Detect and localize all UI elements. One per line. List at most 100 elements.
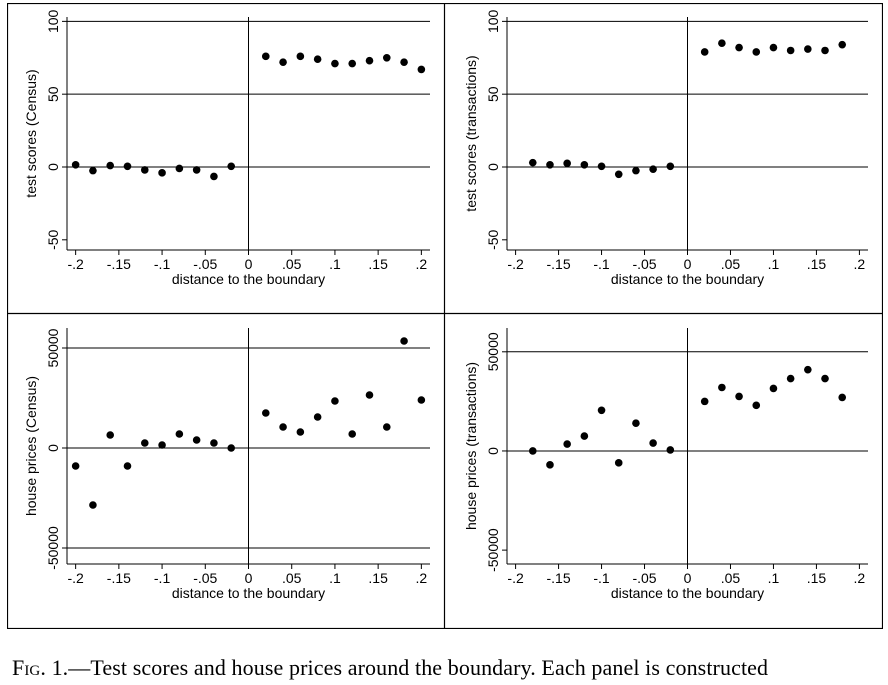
data-point	[227, 444, 236, 452]
data-point	[563, 159, 571, 168]
data-point	[140, 166, 149, 174]
x-tick-label: 0	[245, 256, 253, 272]
data-point	[632, 419, 640, 427]
x-tick-label: -.15	[107, 256, 131, 272]
data-point	[158, 441, 166, 449]
y-tick-label: 100	[485, 9, 501, 33]
x-axis-label: distance to the boundary	[172, 585, 325, 601]
data-point	[123, 462, 132, 470]
x-tick-label: -.2	[507, 570, 524, 586]
data-point	[563, 440, 571, 448]
data-point	[838, 393, 847, 402]
x-tick-label: .1	[329, 570, 341, 586]
y-axis-label: test scores (transactions)	[463, 55, 479, 211]
x-tick-label: -.2	[67, 256, 84, 272]
panel-3: -.2 -.15 -.1 -.05 0 .05 .1 .15 .2 -50000 0 50000 dis…	[23, 328, 430, 601]
figure: -.2 -.15 -.1 -.05 0 .05 .1 .15 .2 -50 0 50 100 distan…	[7, 3, 883, 629]
x-tick-label: -.15	[547, 256, 571, 272]
data-point	[786, 46, 795, 55]
data-point	[365, 56, 374, 65]
data-point	[175, 164, 184, 173]
data-point	[580, 432, 589, 440]
data-point	[71, 161, 80, 169]
data-point	[89, 501, 97, 509]
x-tick-label: .15	[368, 256, 388, 272]
data-point	[735, 392, 743, 401]
x-tick-label: .05	[721, 570, 741, 586]
data-point	[752, 48, 761, 56]
data-point	[71, 462, 80, 470]
data-point	[279, 423, 287, 431]
x-tick-label: .2	[854, 570, 866, 586]
y-tick-label: 100	[45, 9, 61, 33]
data-point	[210, 439, 218, 447]
x-tick-label: -.2	[507, 256, 524, 272]
data-point	[597, 406, 606, 415]
x-tick-label: .05	[282, 570, 302, 586]
x-tick-label: .15	[807, 570, 827, 586]
panel-2: -.2 -.15 -.1 -.05 0 .05 .1 .15 .2 -50 0 50 100 distan…	[463, 9, 868, 287]
data-point	[296, 52, 305, 61]
data-point	[417, 65, 426, 74]
x-axis-label: distance to the boundary	[172, 271, 325, 287]
data-point	[261, 409, 270, 417]
x-tick-label: .05	[282, 256, 302, 272]
data-point	[400, 337, 408, 345]
data-point	[528, 447, 537, 455]
y-axis-label: house prices (Census)	[23, 376, 39, 516]
x-tick-label: .1	[768, 256, 780, 272]
x-tick-label: 0	[684, 570, 692, 586]
x-axis-label: distance to the boundary	[611, 585, 764, 601]
x-tick-label: -.15	[107, 570, 131, 586]
data-point	[382, 53, 391, 62]
y-tick-label: 50000	[485, 332, 501, 371]
x-tick-label: -.05	[632, 256, 656, 272]
x-tick-label: .15	[368, 570, 388, 586]
data-point	[614, 459, 623, 467]
data-point	[769, 384, 778, 393]
figure-label: Fig. 1.	[12, 655, 69, 680]
x-tick-label: .1	[329, 256, 341, 272]
data-point	[718, 39, 726, 48]
data-point	[804, 45, 812, 53]
y-tick-label: 50	[45, 86, 61, 102]
data-point	[192, 166, 201, 174]
data-point	[666, 446, 675, 454]
data-point	[666, 162, 675, 171]
data-point	[348, 59, 357, 68]
y-tick-label: -50000	[45, 526, 61, 570]
y-tick-label: -50000	[485, 528, 501, 572]
data-point	[296, 428, 305, 436]
x-tick-label: -.1	[154, 570, 171, 586]
y-tick-label: 0	[485, 447, 501, 455]
x-tick-label: .2	[854, 256, 866, 272]
data-point	[632, 166, 640, 175]
y-axis-label: house prices (transactions)	[463, 362, 479, 530]
panel-4: -.2 -.15 -.1 -.05 0 .05 .1 .15 .2 -50000 0 50000 dis…	[463, 328, 868, 601]
data-point	[313, 55, 322, 64]
x-axis-label: distance to the boundary	[611, 271, 764, 287]
x-tick-label: .05	[721, 256, 741, 272]
data-point	[821, 374, 829, 383]
x-tick-label: -.1	[593, 570, 610, 586]
data-point	[735, 43, 743, 52]
x-tick-label: -.05	[193, 570, 217, 586]
data-point	[400, 58, 408, 66]
x-tick-label: .15	[807, 256, 827, 272]
figure-caption: Fig. 1.—Test scores and house prices aro…	[12, 655, 884, 681]
y-axis-label: test scores (Census)	[23, 69, 39, 197]
data-point	[614, 170, 623, 179]
data-point	[597, 162, 606, 171]
data-point	[210, 172, 218, 181]
x-tick-label: -.2	[67, 570, 84, 586]
data-point	[261, 52, 270, 61]
y-tick-label: -50	[45, 229, 61, 249]
data-point	[580, 161, 589, 169]
data-point	[700, 397, 709, 406]
x-tick-label: -.05	[193, 256, 217, 272]
y-tick-label: 0	[45, 163, 61, 171]
x-tick-label: -.1	[593, 256, 610, 272]
data-point	[649, 165, 657, 173]
x-tick-label: -.1	[154, 256, 171, 272]
data-point	[279, 58, 287, 66]
